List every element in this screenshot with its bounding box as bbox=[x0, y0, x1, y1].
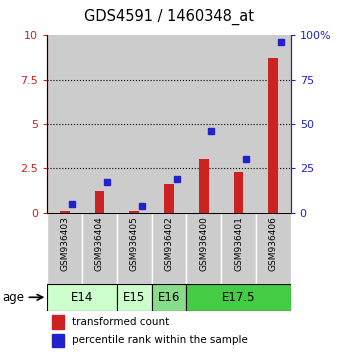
Bar bbox=[52, 333, 64, 347]
Bar bbox=[186, 35, 221, 213]
Bar bbox=[186, 213, 221, 284]
Text: GSM936403: GSM936403 bbox=[60, 216, 69, 271]
Bar bbox=[82, 35, 117, 213]
Text: age: age bbox=[3, 291, 25, 304]
Bar bbox=[152, 35, 186, 213]
Text: E16: E16 bbox=[158, 291, 180, 304]
Text: GSM936401: GSM936401 bbox=[234, 216, 243, 271]
Bar bbox=[152, 284, 186, 311]
Bar bbox=[256, 213, 291, 284]
Bar bbox=[60, 211, 70, 213]
Text: GSM936406: GSM936406 bbox=[269, 216, 278, 271]
Bar bbox=[221, 35, 256, 213]
Bar bbox=[129, 211, 139, 213]
Bar bbox=[152, 213, 186, 284]
Text: GSM936404: GSM936404 bbox=[95, 216, 104, 271]
Text: percentile rank within the sample: percentile rank within the sample bbox=[72, 335, 247, 345]
Text: E14: E14 bbox=[71, 291, 93, 304]
Text: transformed count: transformed count bbox=[72, 317, 169, 327]
Text: GSM936405: GSM936405 bbox=[130, 216, 139, 271]
Text: E17.5: E17.5 bbox=[222, 291, 255, 304]
Bar bbox=[47, 35, 82, 213]
Bar bbox=[117, 284, 152, 311]
Text: GSM936402: GSM936402 bbox=[165, 216, 173, 271]
Bar bbox=[186, 284, 291, 311]
Bar bbox=[221, 213, 256, 284]
Bar bbox=[117, 35, 152, 213]
Bar bbox=[52, 315, 64, 329]
Bar bbox=[164, 184, 174, 213]
Bar bbox=[47, 284, 117, 311]
Bar bbox=[47, 213, 82, 284]
Text: GSM936400: GSM936400 bbox=[199, 216, 208, 271]
Bar bbox=[95, 192, 104, 213]
Text: E15: E15 bbox=[123, 291, 145, 304]
Bar bbox=[82, 213, 117, 284]
Bar bbox=[117, 213, 152, 284]
Bar bbox=[199, 159, 209, 213]
Bar bbox=[268, 58, 278, 213]
Text: GDS4591 / 1460348_at: GDS4591 / 1460348_at bbox=[84, 8, 254, 25]
Bar bbox=[256, 35, 291, 213]
Bar bbox=[234, 172, 243, 213]
